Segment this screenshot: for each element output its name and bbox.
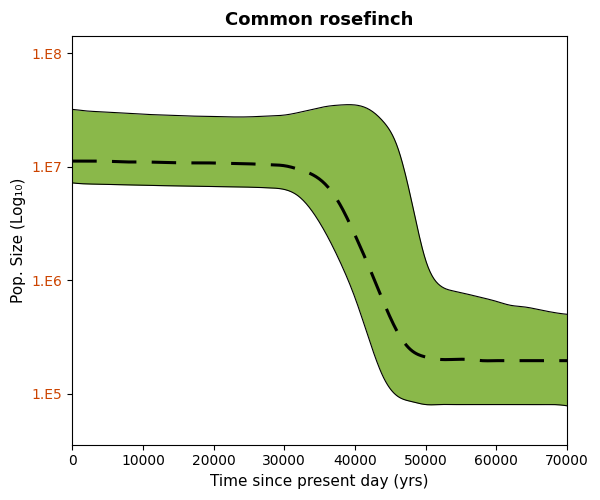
Title: Common rosefinch: Common rosefinch bbox=[226, 11, 414, 29]
Y-axis label: Pop. Size (Log₁₀): Pop. Size (Log₁₀) bbox=[11, 178, 26, 303]
X-axis label: Time since present day (yrs): Time since present day (yrs) bbox=[211, 474, 429, 489]
